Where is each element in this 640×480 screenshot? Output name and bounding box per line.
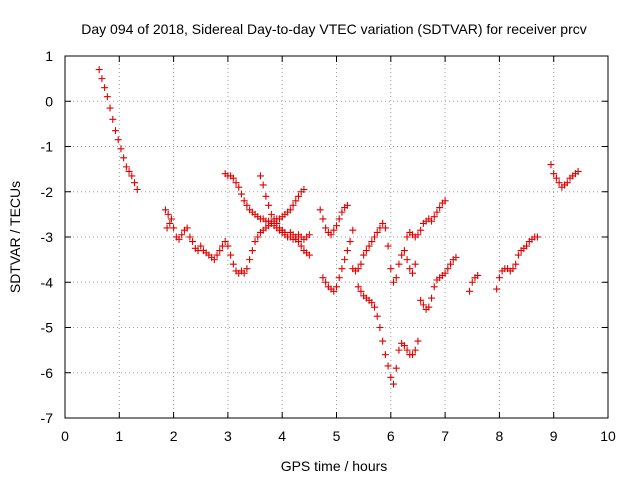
x-tick-label: 0 [61,428,69,444]
data-point [412,261,419,268]
data-point [246,256,253,263]
y-tick-label: -2 [41,184,54,200]
data-point [428,295,435,302]
x-tick-label: 4 [278,428,286,444]
chart-title: Day 094 of 2018, Sidereal Day-to-day VTE… [81,21,587,37]
series-arc-A [96,66,141,193]
data-point [96,66,103,73]
y-tick-label: -6 [41,365,54,381]
data-point [317,206,324,213]
series-arc-B [162,186,307,277]
series-arc-L [493,234,541,293]
y-tick-label: 0 [45,93,53,109]
data-point [131,179,138,186]
data-point [344,247,351,254]
series-arc-G [349,220,418,286]
data-point [496,274,503,281]
data-point [387,374,394,381]
data-point [493,286,500,293]
x-tick-label: 7 [441,428,449,444]
series-arc-H [355,283,422,387]
data-point [98,75,105,82]
series-arc-E [317,202,351,238]
data-point [260,181,267,188]
data-point [338,265,345,272]
data-point [117,145,124,152]
data-point [376,324,383,331]
data-point [382,351,389,358]
x-tick-label: 8 [496,428,504,444]
data-point [431,283,438,290]
data-point [257,172,264,179]
x-tick-label: 1 [115,428,123,444]
data-point [107,105,114,112]
data-point [104,93,111,100]
x-tick-label: 5 [333,428,341,444]
data-point [170,224,177,231]
data-point [319,215,326,222]
data-point [112,127,119,134]
y-tick-label: -4 [41,274,54,290]
series-arc-D [257,172,313,242]
y-tick-label: 1 [45,48,53,64]
x-tick-label: 2 [170,428,178,444]
sdtvar-scatter-chart: Day 094 of 2018, Sidereal Day-to-day VTE… [0,0,640,480]
x-tick-label: 9 [550,428,558,444]
data-point [262,193,269,200]
data-point [395,261,402,268]
data-point [547,161,554,168]
y-tick-label: -1 [41,139,54,155]
x-tick-label: 6 [387,428,395,444]
data-point [347,238,354,245]
y-tick-label: -5 [41,320,54,336]
data-point [249,247,256,254]
y-tick-label: -7 [41,410,54,426]
x-axis-ticks: 0 1 2 3 4 5 6 7 8 9 10 [61,56,616,444]
data-point [404,256,411,263]
series-arc-I [404,197,449,240]
data-point [379,338,386,345]
data-point [414,338,421,345]
data-point [466,288,473,295]
data-point [395,347,402,354]
data-point [115,136,122,143]
data-point [120,154,127,161]
data-point [238,191,245,198]
x-tick-label: 3 [224,428,232,444]
data-point [101,84,108,91]
grid-lines [65,56,608,418]
data-point [393,365,400,372]
y-tick-label: -3 [41,229,54,245]
data-point [390,381,397,388]
data-point [349,227,356,234]
x-axis-label: GPS time / hours [281,458,388,474]
y-axis-label: SDTVAR / TECUs [7,181,23,293]
data-points [96,66,582,387]
data-point [230,261,237,268]
data-point [134,186,141,193]
data-point [374,313,381,320]
series-arc-K [466,272,481,295]
data-point [341,256,348,263]
data-point [265,202,272,209]
series-arc-J [417,254,459,313]
data-point [109,116,116,123]
series-arc-C [222,170,313,258]
data-point [387,265,394,272]
x-tick-label: 10 [600,428,616,444]
series-arc-M [547,161,581,191]
